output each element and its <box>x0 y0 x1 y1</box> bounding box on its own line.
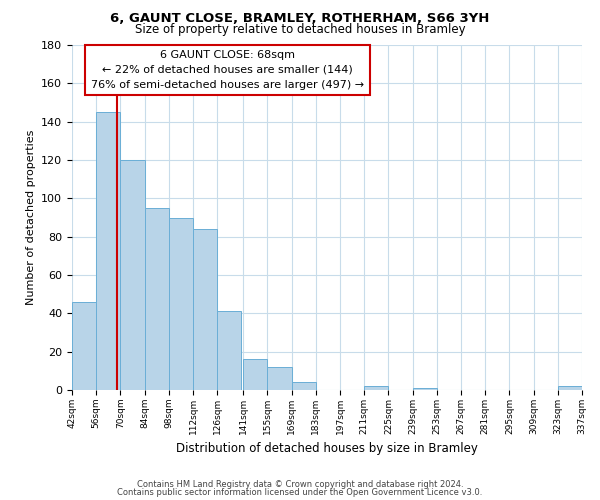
Bar <box>364 386 388 390</box>
Bar <box>217 312 241 390</box>
Bar <box>292 382 316 390</box>
Bar <box>169 218 193 390</box>
Bar <box>72 302 96 390</box>
Bar <box>193 229 217 390</box>
Text: 6 GAUNT CLOSE: 68sqm
← 22% of detached houses are smaller (144)
76% of semi-deta: 6 GAUNT CLOSE: 68sqm ← 22% of detached h… <box>91 50 364 90</box>
Bar <box>121 160 145 390</box>
Y-axis label: Number of detached properties: Number of detached properties <box>26 130 35 305</box>
Text: Contains public sector information licensed under the Open Government Licence v3: Contains public sector information licen… <box>118 488 482 497</box>
Text: 6, GAUNT CLOSE, BRAMLEY, ROTHERHAM, S66 3YH: 6, GAUNT CLOSE, BRAMLEY, ROTHERHAM, S66 … <box>110 12 490 26</box>
Bar <box>145 208 169 390</box>
Bar <box>413 388 437 390</box>
Bar <box>96 112 121 390</box>
Bar <box>243 360 268 390</box>
Text: Contains HM Land Registry data © Crown copyright and database right 2024.: Contains HM Land Registry data © Crown c… <box>137 480 463 489</box>
Bar <box>558 386 582 390</box>
Bar <box>268 367 292 390</box>
X-axis label: Distribution of detached houses by size in Bramley: Distribution of detached houses by size … <box>176 442 478 456</box>
Text: Size of property relative to detached houses in Bramley: Size of property relative to detached ho… <box>134 22 466 36</box>
